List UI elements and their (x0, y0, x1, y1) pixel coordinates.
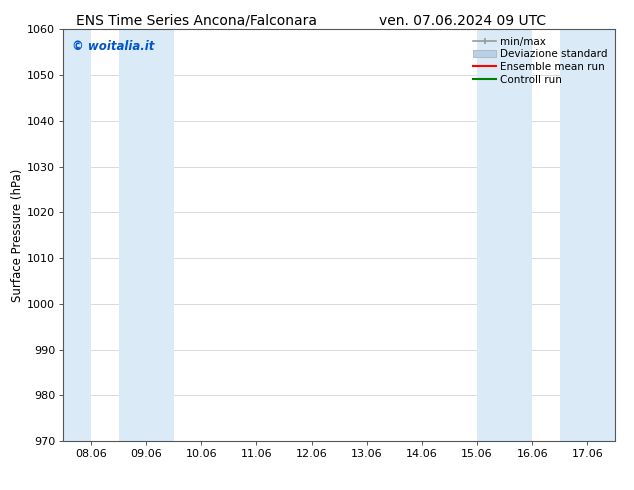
Text: ENS Time Series Ancona/Falconara: ENS Time Series Ancona/Falconara (76, 14, 317, 28)
Legend: min/max, Deviazione standard, Ensemble mean run, Controll run: min/max, Deviazione standard, Ensemble m… (471, 35, 610, 87)
Bar (477, 29, 533, 441)
Text: © woitalia.it: © woitalia.it (72, 40, 154, 53)
Bar (119, 29, 174, 441)
Text: ven. 07.06.2024 09 UTC: ven. 07.06.2024 09 UTC (379, 14, 547, 28)
Y-axis label: Surface Pressure (hPa): Surface Pressure (hPa) (11, 169, 24, 302)
Bar (63, 29, 91, 441)
Bar (560, 29, 615, 441)
